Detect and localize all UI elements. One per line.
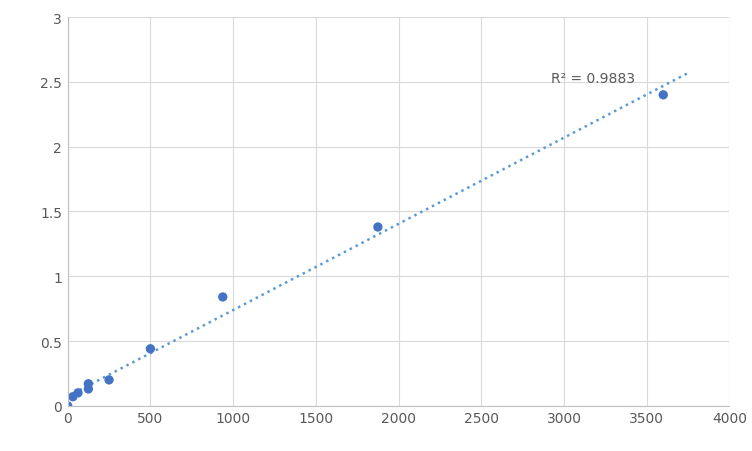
Point: [371, 224, 384, 231]
Point: [82, 386, 94, 393]
Point: [657, 92, 669, 99]
Point: [72, 389, 84, 396]
Text: R² = 0.9883: R² = 0.9883: [550, 72, 635, 86]
Point: [217, 294, 229, 301]
Point: [62, 402, 74, 410]
Point: [144, 345, 156, 353]
Point: [82, 380, 94, 387]
Point: [67, 393, 79, 400]
Point: [103, 377, 115, 384]
